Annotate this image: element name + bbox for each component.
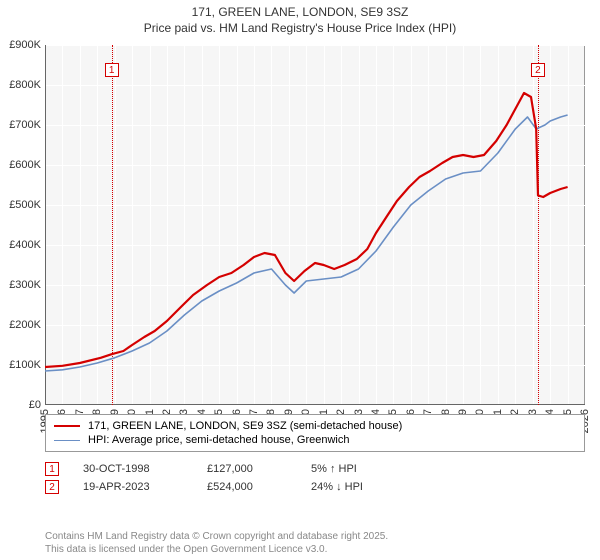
legend-swatch-series1 xyxy=(54,425,80,427)
y-tick-label: £800K xyxy=(9,79,41,91)
attribution-footer: Contains HM Land Registry data © Crown c… xyxy=(45,531,388,556)
marker-table-row: 2 19-APR-2023 £524,000 24% ↓ HPI xyxy=(45,478,585,496)
chart-area: 12 £0£100K£200K£300K£400K£500K£600K£700K… xyxy=(45,45,585,405)
y-tick-label: £900K xyxy=(9,39,41,51)
series-hpi xyxy=(45,115,568,371)
legend-label-series2: HPI: Average price, semi-detached house,… xyxy=(88,434,350,446)
footer-line-2: This data is licensed under the Open Gov… xyxy=(45,544,388,557)
chart-container: 171, GREEN LANE, LONDON, SE9 3SZ Price p… xyxy=(0,0,600,560)
series-price_paid xyxy=(45,93,568,367)
marker-table-change: 5% ↑ HPI xyxy=(311,463,421,475)
legend-swatch-series2 xyxy=(54,440,80,441)
title-line-1: 171, GREEN LANE, LONDON, SE9 3SZ xyxy=(0,4,600,20)
footer-line-1: Contains HM Land Registry data © Crown c… xyxy=(45,531,388,544)
title-block: 171, GREEN LANE, LONDON, SE9 3SZ Price p… xyxy=(0,0,600,36)
legend-box: 171, GREEN LANE, LONDON, SE9 3SZ (semi-d… xyxy=(45,414,585,452)
legend-and-footer: 171, GREEN LANE, LONDON, SE9 3SZ (semi-d… xyxy=(45,414,585,496)
marker-table-date: 19-APR-2023 xyxy=(83,481,183,493)
marker-table-badge: 1 xyxy=(45,462,59,476)
y-tick-label: £100K xyxy=(9,359,41,371)
marker-table-date: 30-OCT-1998 xyxy=(83,463,183,475)
y-tick-label: £200K xyxy=(9,319,41,331)
marker-table-row: 1 30-OCT-1998 £127,000 5% ↑ HPI xyxy=(45,460,585,478)
y-tick-label: £600K xyxy=(9,159,41,171)
y-tick-label: £700K xyxy=(9,119,41,131)
marker-table-change: 24% ↓ HPI xyxy=(311,481,421,493)
marker-table-price: £127,000 xyxy=(207,463,287,475)
legend-row-series1: 171, GREEN LANE, LONDON, SE9 3SZ (semi-d… xyxy=(54,419,576,433)
marker-table: 1 30-OCT-1998 £127,000 5% ↑ HPI 2 19-APR-2023… xyxy=(45,460,585,496)
marker-table-badge: 2 xyxy=(45,480,59,494)
y-tick-label: £500K xyxy=(9,199,41,211)
legend-row-series2: HPI: Average price, semi-detached house,… xyxy=(54,433,576,447)
line-series-svg xyxy=(45,45,585,405)
x-gridline xyxy=(585,45,586,405)
y-tick-label: £400K xyxy=(9,239,41,251)
marker-table-price: £524,000 xyxy=(207,481,287,493)
y-gridline xyxy=(45,405,585,406)
legend-label-series1: 171, GREEN LANE, LONDON, SE9 3SZ (semi-d… xyxy=(88,420,402,432)
y-tick-label: £300K xyxy=(9,279,41,291)
title-line-2: Price paid vs. HM Land Registry's House … xyxy=(0,20,600,36)
